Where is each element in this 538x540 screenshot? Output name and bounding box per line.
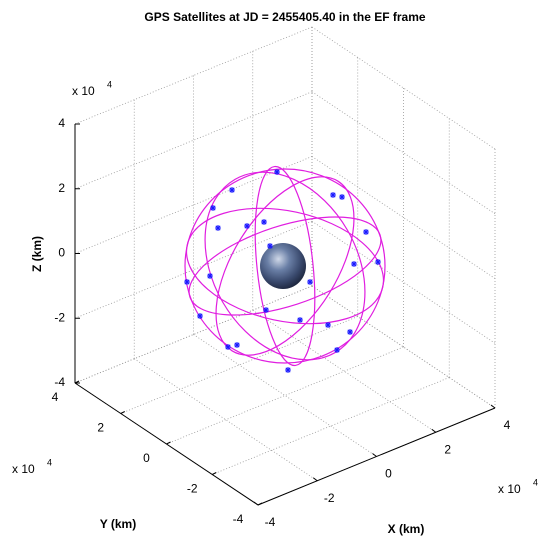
y-tick-label: 4 [52,390,59,404]
earth [260,243,306,289]
z-tick-label: 0 [58,246,65,260]
satellite [334,347,340,353]
grid-line [74,26,313,125]
x-tick-label: 0 [385,467,392,481]
satellite [197,313,203,319]
orbit [204,171,366,361]
y-tick-label: -4 [233,512,244,526]
satellite [263,307,269,313]
grid-line [212,377,450,475]
x-scale: 4 [533,477,538,487]
z-scale: 4 [107,79,112,89]
grid-line [311,26,496,150]
orbit [185,207,385,325]
z-tick-label: 2 [58,181,65,195]
x-tick [372,453,377,457]
y-tick-label: 2 [97,421,104,435]
y-tick-label: -2 [187,482,198,496]
x-scale: x 10 [498,482,521,496]
grid-line [74,285,313,384]
x-tick-label: -4 [265,515,276,529]
satellite [210,205,216,211]
chart-title: GPS Satellites at JD = 2455405.40 in the… [144,10,425,24]
satellite [285,367,291,373]
orbit [215,176,355,356]
y-scale: 4 [47,457,52,467]
z-tick-label: -2 [54,310,65,324]
x-tick-label: -2 [324,491,335,505]
orbit [188,216,382,316]
x-tick-label: 2 [444,442,451,456]
satellite [274,169,280,175]
satellite [307,279,313,285]
y-tick [166,441,171,445]
grid-line [311,91,496,215]
y-tick-label: 0 [143,451,150,465]
satellite [297,317,303,323]
grid-line [166,346,404,445]
grid-line [120,316,358,414]
z-scale: x 10 [72,84,95,98]
z-tick-label: 4 [58,116,65,130]
grid-line [74,91,313,190]
satellite [330,192,336,198]
satellite [267,243,273,249]
x-tick [312,477,318,482]
z-axis-label: Z (km) [30,236,44,272]
x-axis-label: X (km) [388,522,425,536]
satellite [234,342,240,348]
x-tick-label: 4 [504,418,511,432]
satellite [261,219,267,225]
orbit [254,165,316,367]
grid-line [193,334,377,457]
grid-line [311,156,496,279]
satellite [347,329,353,335]
y-axis-label: Y (km) [100,517,136,531]
grid-line [134,358,318,482]
satellite [207,273,213,279]
y-tick [120,411,125,414]
x-tick [431,428,437,433]
y-tick [212,472,217,475]
x-tick [490,404,496,409]
satellite [215,225,221,231]
y-tick [257,502,263,506]
grid-line [311,285,496,409]
x-tick [253,501,259,506]
orbit [184,168,386,364]
satellite [229,187,235,193]
grid-line [252,309,436,433]
satellite [325,322,331,328]
satellite [225,344,231,350]
satellite [184,279,190,285]
grid-line [74,220,313,319]
grid-line [311,220,496,344]
satellite [244,223,250,229]
satellite [351,261,357,267]
z-tick-label: -4 [54,375,65,389]
satellite [363,229,369,235]
satellite [339,194,345,200]
y-scale: x 10 [12,462,35,476]
satellite [375,259,381,265]
